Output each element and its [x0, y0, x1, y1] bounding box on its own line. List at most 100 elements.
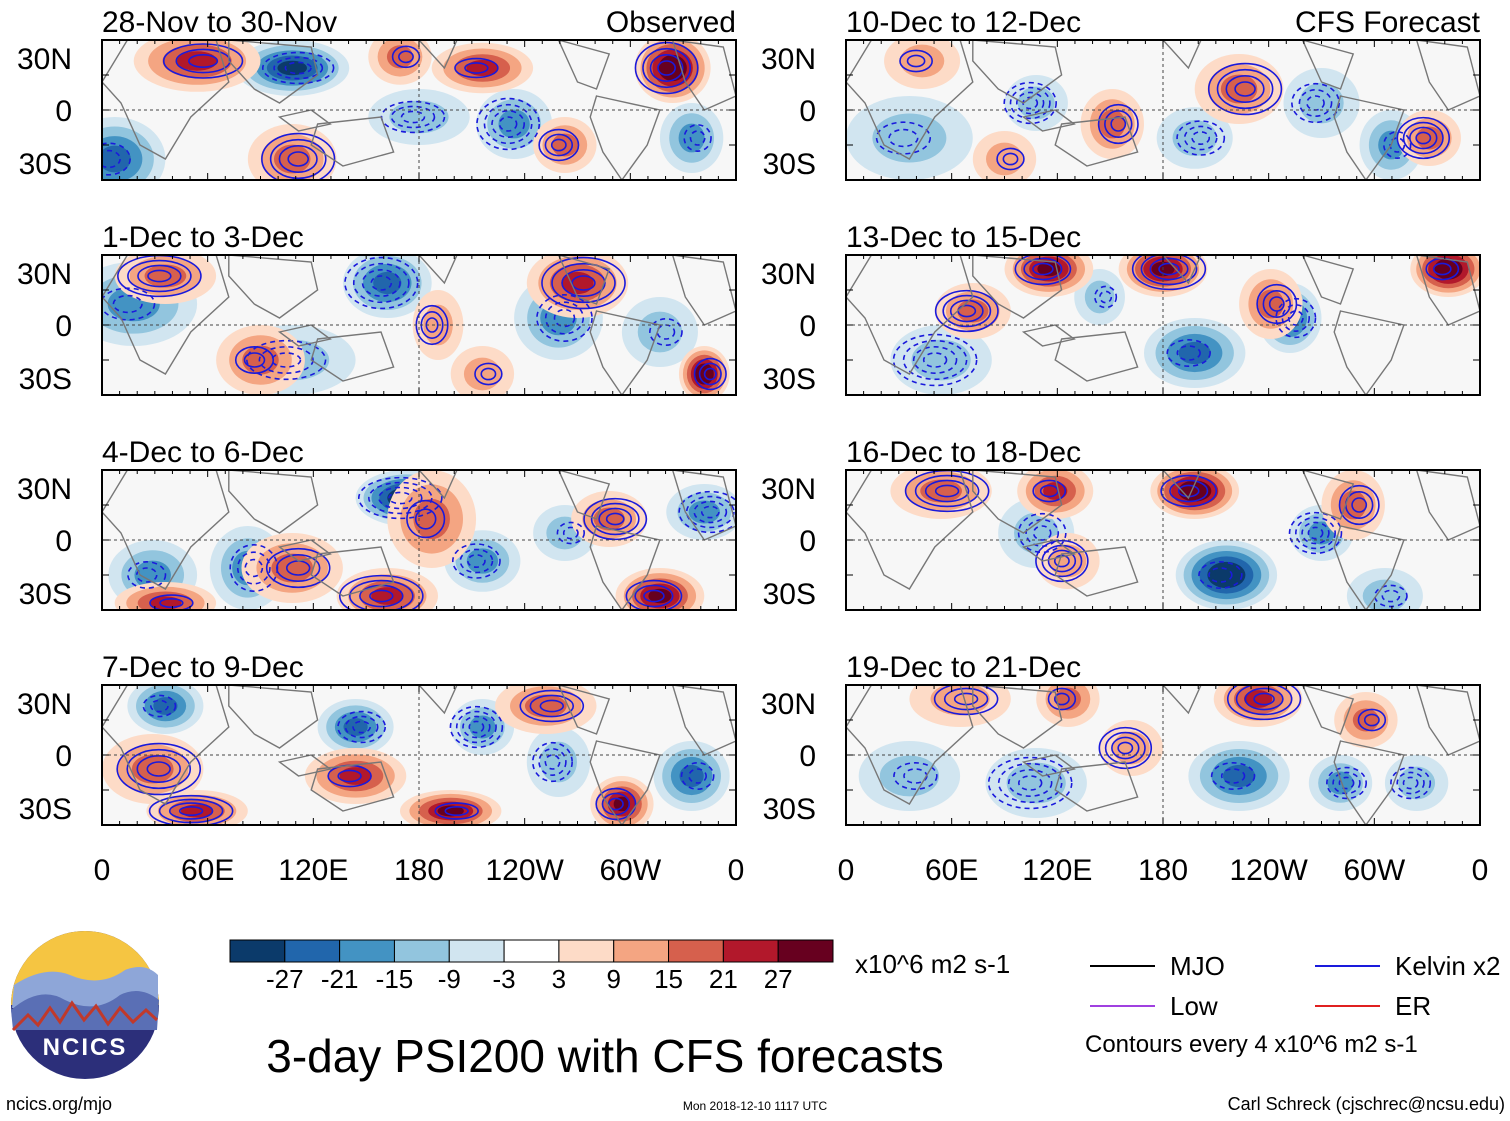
kelvin-contour [605, 512, 625, 526]
kelvin-contour [892, 333, 978, 387]
positive-anomaly [1439, 262, 1457, 276]
kelvin-contour [278, 145, 318, 173]
negative-anomaly [911, 339, 971, 381]
kelvin-contour [561, 269, 606, 297]
negative-anomaly [1006, 762, 1066, 804]
coastline [310, 331, 395, 382]
positive-anomaly [466, 59, 499, 77]
colorbar-swatch [393, 939, 450, 963]
lat-label: 0 [799, 310, 816, 343]
kelvin-contour [1415, 131, 1432, 145]
kelvin-contour [922, 352, 948, 368]
kelvin-contour [102, 287, 156, 321]
coastline [557, 685, 611, 735]
kelvin-contour [357, 476, 443, 520]
lon-label: 60W [1343, 854, 1405, 887]
kelvin-contour [1158, 262, 1180, 276]
kelvin-contour [1281, 304, 1311, 332]
kelvin-contour [634, 584, 674, 608]
kelvin-contour [476, 97, 541, 151]
kelvin-contour [1014, 255, 1072, 286]
negative-anomaly [1017, 86, 1055, 120]
kelvin-contour [1053, 692, 1070, 706]
map-panel: 7-Dec to 9-Dec [101, 651, 737, 826]
kelvin-contour [703, 367, 717, 381]
panel-period-label: 7-Dec to 9-Dec [102, 651, 304, 684]
positive-anomaly [1112, 731, 1150, 765]
kelvin-contour [243, 352, 266, 368]
kelvin-contour [1207, 62, 1283, 116]
positive-anomaly [1352, 708, 1379, 732]
kelvin-contour [147, 269, 172, 283]
lat-label: 30N [761, 258, 816, 291]
kelvin-contour [531, 741, 573, 783]
kelvin-contour [1097, 103, 1139, 145]
kelvin-contour [657, 60, 676, 76]
positive-anomaly [986, 142, 1023, 176]
column-label: Observed [606, 6, 736, 39]
kelvin-contour [634, 41, 699, 95]
coastline [671, 255, 736, 326]
kelvin-contour [388, 491, 413, 505]
negative-anomaly [343, 718, 368, 736]
coastline [1333, 525, 1405, 610]
negative-anomaly [1362, 579, 1408, 610]
kelvin-contour [924, 479, 970, 503]
kelvin-contour [544, 133, 574, 157]
kelvin-contour [271, 352, 302, 368]
coastline [972, 40, 1063, 104]
kelvin-contour [434, 802, 479, 820]
negative-anomaly [153, 697, 178, 715]
kelvin-contour [135, 567, 158, 583]
kelvin-contour [498, 116, 518, 132]
kelvin-contour [680, 762, 715, 790]
kelvin-contour [1225, 75, 1265, 103]
kelvin-contour [398, 50, 414, 64]
coastline [1301, 685, 1355, 735]
coastline [418, 40, 458, 70]
coastline [102, 685, 230, 805]
legend-label: Low [1170, 991, 1218, 1021]
colorbar-swatch [558, 939, 615, 963]
positive-anomaly [1099, 109, 1126, 139]
colorbar-swatch [284, 939, 341, 963]
kelvin-contour [1301, 521, 1330, 545]
kelvin-contour [934, 289, 999, 333]
kelvin-contour [1220, 768, 1246, 784]
coastline [228, 685, 319, 749]
coastline [972, 470, 1063, 534]
map-panel: 13-Dec to 15-Dec [845, 221, 1481, 396]
positive-anomaly [920, 479, 962, 503]
coastline [228, 470, 319, 534]
kelvin-contour [607, 797, 624, 811]
kelvin-contour [1098, 726, 1153, 770]
kelvin-contour [544, 301, 585, 335]
kelvin-contour [234, 346, 275, 374]
coastline [102, 40, 230, 160]
coastline [1333, 95, 1405, 180]
coastline [1333, 310, 1405, 395]
coastline [1162, 40, 1202, 70]
kelvin-contour [1169, 479, 1209, 503]
coastline [1054, 331, 1139, 382]
kelvin-contour [1256, 283, 1298, 325]
kelvin-contour [1287, 310, 1304, 326]
legend-label: MJO [1170, 951, 1225, 981]
negative-anomaly [1222, 764, 1256, 788]
lat-label: 30S [763, 578, 816, 611]
kelvin-contour [553, 308, 576, 328]
coastline [1021, 109, 1076, 132]
kelvin-contour [1210, 762, 1256, 790]
kelvin-contour [261, 132, 336, 180]
kelvin-contour [689, 130, 706, 146]
coastline [228, 255, 319, 319]
coastline [1021, 754, 1076, 777]
kelvin-contour [275, 554, 321, 582]
kelvin-contour [451, 543, 501, 579]
lat-label: 0 [55, 95, 72, 128]
coastline [589, 525, 661, 610]
kelvin-contour [483, 103, 533, 145]
lat-label: 30S [19, 578, 72, 611]
kelvin-contour [1262, 290, 1291, 318]
lon-label: 0 [728, 854, 745, 887]
